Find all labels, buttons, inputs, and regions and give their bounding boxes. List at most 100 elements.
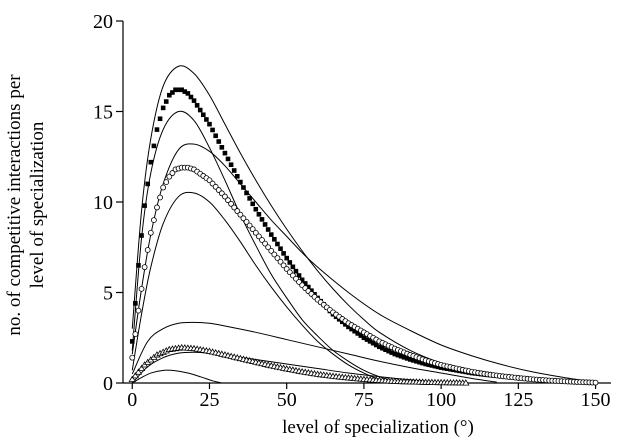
data-point-square — [352, 328, 357, 334]
data-point-square — [201, 112, 206, 118]
data-point-circle — [592, 379, 599, 386]
data-point-circle — [246, 222, 253, 229]
data-point-square — [148, 159, 154, 165]
data-point-square — [154, 127, 160, 132]
x-tick-label: 0 — [127, 389, 137, 411]
data-point-square — [210, 127, 215, 133]
data-point-square — [216, 139, 222, 144]
x-axis-title: level of specialization (°) — [282, 417, 474, 438]
data-point-square — [420, 360, 425, 366]
data-point-square — [293, 268, 299, 274]
data-point-square — [231, 168, 237, 173]
data-point-square — [398, 353, 404, 359]
ticks — [116, 20, 597, 389]
data-point-square — [401, 354, 407, 360]
data-point-square — [265, 227, 271, 232]
data-point-circle — [135, 307, 142, 314]
data-point-square — [185, 91, 191, 96]
data-point-square — [225, 156, 231, 162]
data-point-circle — [157, 194, 163, 201]
data-point-square — [219, 145, 225, 150]
data-point-circle — [147, 229, 154, 236]
data-point-square — [414, 358, 419, 364]
data-point-square — [234, 173, 240, 179]
y-tick-label: 5 — [103, 283, 113, 305]
data-point-circle — [144, 247, 151, 253]
data-point-circle — [243, 219, 250, 225]
data-point-square — [404, 356, 410, 361]
y-axis-title-line1: no. of competitive interactions per — [4, 74, 25, 336]
data-point-square — [207, 121, 212, 127]
data-point-circle — [234, 208, 241, 214]
data-point-square — [432, 363, 438, 369]
data-point-circle — [277, 258, 284, 265]
data-point-square — [256, 212, 262, 217]
data-point-square — [281, 251, 286, 256]
y-tick-label: 0 — [103, 373, 113, 395]
x-tick-label: 150 — [581, 389, 611, 411]
data-point-square — [361, 335, 367, 341]
data-point-square — [179, 87, 184, 93]
data-point-square — [383, 347, 388, 352]
data-point-circle — [274, 255, 281, 262]
data-point-square — [259, 217, 265, 222]
data-point-square — [426, 362, 432, 368]
data-point-square — [204, 117, 209, 122]
data-point-circle — [231, 204, 238, 211]
data-point-square — [407, 357, 413, 362]
data-point-square — [423, 361, 428, 367]
data-point-circle — [249, 226, 256, 233]
data-point-circle — [271, 251, 278, 258]
data-point-circle — [268, 247, 275, 254]
data-point-circle — [166, 173, 173, 180]
data-point-square — [176, 87, 181, 93]
data-point-square — [145, 181, 151, 187]
data-point-circle — [150, 217, 157, 224]
data-point-square — [275, 241, 280, 247]
data-point-square — [241, 185, 246, 190]
data-point-square — [157, 116, 163, 122]
data-point-square — [133, 301, 138, 306]
envelope-curve — [131, 321, 497, 383]
y-tick-label: 20 — [93, 11, 113, 33]
y-axis-title-line2: level of specialization — [27, 121, 48, 288]
data-point-circle — [225, 197, 231, 204]
data-point-circle — [222, 193, 228, 200]
x-tick-label: 75 — [354, 389, 374, 411]
data-point-square — [373, 342, 379, 348]
data-point-circle — [160, 184, 167, 191]
data-point-square — [370, 340, 376, 346]
envelope-curve — [131, 110, 405, 384]
data-point-square — [253, 206, 259, 212]
data-point-circle — [265, 244, 272, 251]
tick-labels: 0 25 50 75 100 125 150 0 5 10 15 20 — [93, 11, 611, 411]
data-point-triangle — [131, 371, 140, 379]
data-point-square — [395, 352, 401, 358]
data-markers — [128, 87, 599, 386]
data-point-square — [139, 233, 144, 238]
data-point-square — [389, 350, 395, 355]
x-tick-label: 25 — [199, 389, 219, 411]
data-point-circle — [129, 354, 136, 361]
data-point-square — [377, 344, 382, 350]
data-point-circle — [255, 233, 262, 240]
data-point-square — [160, 105, 166, 111]
data-point-circle — [138, 285, 145, 292]
data-point-square — [151, 143, 157, 149]
data-point-triangle — [137, 364, 146, 372]
data-point-square — [380, 345, 385, 351]
data-point-square — [268, 232, 274, 237]
data-point-square — [238, 179, 243, 185]
y-axis-title: no. of competitive interactions per leve… — [4, 74, 48, 336]
data-point-square — [170, 90, 175, 95]
data-point-square — [302, 281, 308, 286]
data-point-square — [411, 358, 416, 363]
x-tick-label: 100 — [426, 389, 456, 411]
data-point-square — [278, 246, 283, 251]
data-point-square — [349, 326, 354, 332]
data-point-triangle — [128, 375, 136, 382]
data-point-square — [364, 337, 370, 342]
data-point-square — [167, 92, 172, 98]
data-point-square — [197, 107, 203, 113]
